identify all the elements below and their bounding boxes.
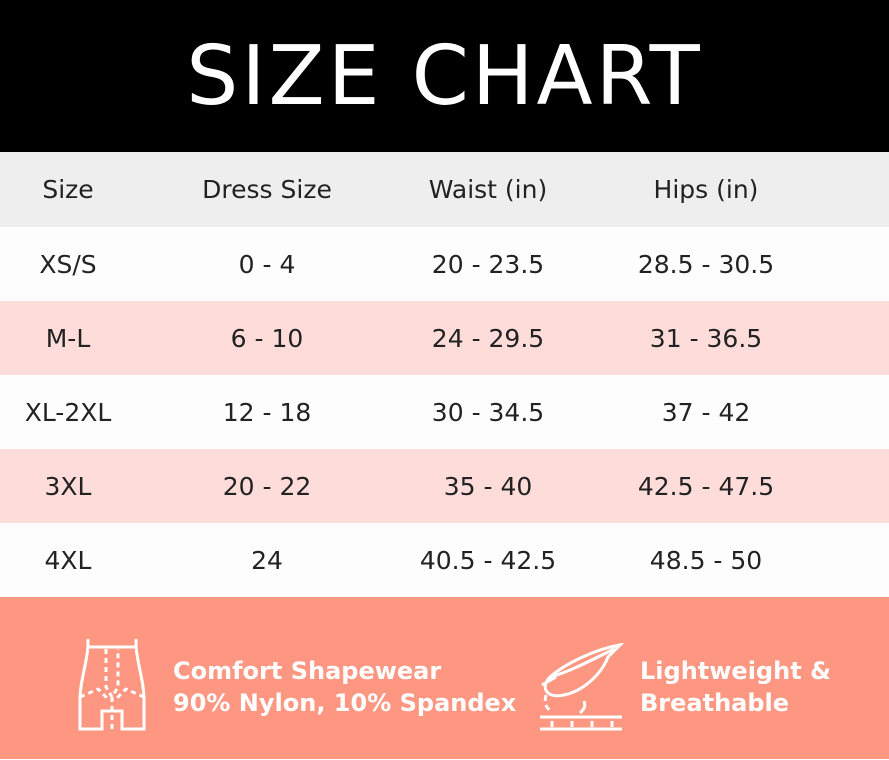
table-cell: 3XL (44, 471, 92, 501)
feature-icon (540, 643, 625, 731)
table-cell: 4XL (44, 545, 92, 575)
features-footer: Comfort Shapewear 90% Nylon, 10% Spandex… (0, 597, 889, 759)
column-header: Hips (in) (653, 175, 759, 204)
table-cell: 24 - 29.5 (431, 323, 545, 353)
feature-text-line: Lightweight & (640, 657, 831, 685)
table-cell: 31 - 36.5 (649, 323, 763, 353)
table-cell: 48.5 - 50 (649, 545, 763, 575)
table-cell: 24 (251, 545, 283, 575)
table-row: XS/S 0 - 4 20 - 23.5 28.5 - 30.5 (0, 227, 889, 301)
feature-text-line: Breathable (640, 689, 790, 717)
table-cell: 30 - 34.5 (431, 397, 545, 427)
column-header: Waist (in) (428, 175, 548, 204)
table-cell: 20 - 22 (222, 471, 312, 501)
table-cell: XL-2XL (24, 397, 112, 427)
feature-text-line: 90% Nylon, 10% Spandex (173, 689, 517, 717)
table-cell: M-L (45, 323, 91, 353)
table-cell: 6 - 10 (230, 323, 304, 353)
column-header: Size (42, 175, 94, 204)
title-bar: SIZE CHART (0, 0, 889, 152)
table-cell: 0 - 4 (238, 249, 296, 279)
column-header: Dress Size (202, 175, 332, 204)
table-cell: 37 - 42 (661, 397, 751, 427)
table-cell: XS/S (39, 249, 97, 279)
shapewear-icon (78, 639, 146, 731)
table-row: XL-2XL 12 - 18 30 - 34.5 37 - 42 (0, 375, 889, 449)
table-header-row: Size Dress Size Waist (in) Hips (in) (0, 152, 889, 227)
table-cell: 42.5 - 47.5 (637, 471, 775, 501)
table-cell: 20 - 23.5 (431, 249, 545, 279)
table-row: 3XL 20 - 22 35 - 40 42.5 - 47.5 (0, 449, 889, 523)
table-cell: 35 - 40 (443, 471, 533, 501)
feature-text-line: Comfort Shapewear (173, 657, 442, 685)
table-row: 4XL 24 40.5 - 42.5 48.5 - 50 (0, 523, 889, 597)
table-cell: 28.5 - 30.5 (637, 249, 775, 279)
table-row: M-L 6 - 10 24 - 29.5 31 - 36.5 (0, 301, 889, 375)
table-cell: 40.5 - 42.5 (419, 545, 557, 575)
chart-title: SIZE CHART (186, 28, 703, 124)
table-cell: 12 - 18 (222, 397, 312, 427)
